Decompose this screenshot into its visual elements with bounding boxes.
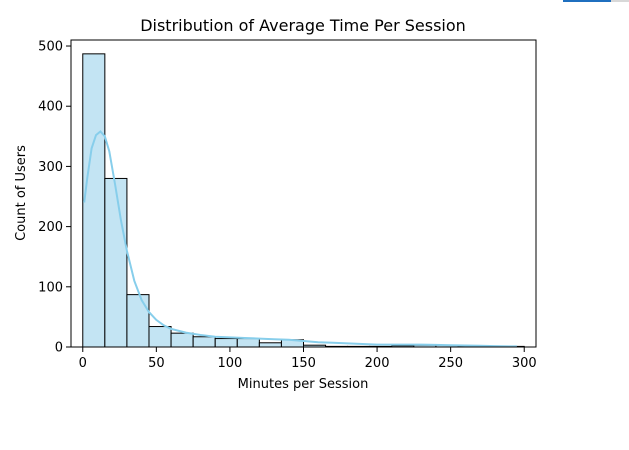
y-tick-label: 300 xyxy=(38,160,63,175)
x-tick-label: 100 xyxy=(218,356,243,371)
y-tick-label: 200 xyxy=(38,220,63,235)
y-tick-label: 100 xyxy=(38,280,63,295)
x-tick-label: 50 xyxy=(148,356,165,371)
y-tick-label: 400 xyxy=(38,100,63,115)
y-tick-label: 500 xyxy=(38,40,63,55)
y-axis-label: Count of Users xyxy=(14,145,29,241)
x-tick-label: 0 xyxy=(79,356,87,371)
x-tick-label: 150 xyxy=(291,356,316,371)
x-tick-label: 250 xyxy=(438,356,463,371)
y-axis-ticks: 0 100 200 300 400 500 xyxy=(38,40,71,356)
x-axis-label: Minutes per Session xyxy=(238,377,369,392)
histogram-bar-0 xyxy=(82,53,106,348)
kde-curve xyxy=(83,130,517,348)
histogram-bar-5 xyxy=(192,336,216,348)
x-tick-label: 300 xyxy=(512,356,537,371)
histogram-bar-2 xyxy=(126,294,150,348)
histogram-bar-8 xyxy=(258,342,282,348)
histogram-bar-7 xyxy=(236,338,260,348)
histogram-bar-6 xyxy=(214,338,238,348)
top-strip-gray xyxy=(611,0,629,2)
x-axis-ticks: 0 50 100 150 200 250 300 xyxy=(79,347,537,371)
x-tick-label: 200 xyxy=(365,356,390,371)
top-strip-blue xyxy=(563,0,611,2)
chart-title: Distribution of Average Time Per Session xyxy=(140,16,466,35)
histogram-bars xyxy=(82,53,525,348)
y-tick-label: 0 xyxy=(55,341,63,356)
histogram-bar-3 xyxy=(148,326,172,348)
histogram-bar-4 xyxy=(170,332,194,348)
histogram-bar-1 xyxy=(104,177,128,348)
